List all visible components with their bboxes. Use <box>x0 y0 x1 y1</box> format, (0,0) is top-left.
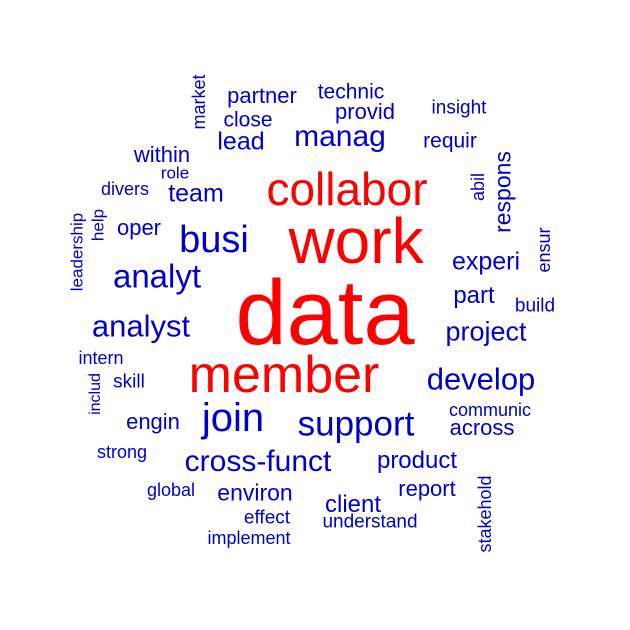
word-experi: experi <box>451 247 521 276</box>
word-client: client <box>324 491 382 518</box>
word-close: close <box>223 108 273 132</box>
word-role: role <box>160 163 190 183</box>
word-part: part <box>453 282 495 309</box>
word-strong: strong <box>96 442 148 462</box>
word-help: help <box>88 208 108 242</box>
word-busi: busi <box>179 219 249 261</box>
word-engin: engin <box>126 409 180 434</box>
word-stakehold: stakehold <box>475 475 495 553</box>
word-global: global <box>146 480 196 500</box>
word-project: project <box>445 316 527 347</box>
word-effect: effect <box>243 507 291 529</box>
word-skill: skill <box>113 371 145 393</box>
word-collabor: collabor <box>266 163 428 215</box>
word-member: member <box>188 346 380 404</box>
word-environ: environ <box>217 479 293 506</box>
word-develop: develop <box>426 361 536 397</box>
word-insight: insight <box>431 97 487 119</box>
word-team: team <box>168 179 224 208</box>
word-respons: respons <box>489 151 516 233</box>
word-join: join <box>201 396 265 440</box>
word-across: across <box>449 415 515 440</box>
word-work: work <box>288 205 424 277</box>
word-analyst: analyst <box>91 308 191 344</box>
word-cross-funct: cross-funct <box>184 445 332 478</box>
word-lead: lead <box>217 127 265 156</box>
word-report: report <box>398 476 456 501</box>
word-requir: requir <box>423 129 477 153</box>
word-within: within <box>133 142 191 167</box>
word-ensur: ensur <box>534 227 554 273</box>
word-build: build <box>514 295 556 317</box>
word-leadership: leadership <box>67 212 87 292</box>
word-includ: includ <box>87 373 104 415</box>
word-partner: partner <box>227 83 297 108</box>
word-data: data <box>235 262 415 364</box>
word-abil: abil <box>468 172 488 202</box>
word-understand: understand <box>322 511 418 533</box>
word-market: market <box>189 74 209 130</box>
word-implement: implement <box>207 528 291 548</box>
word-intern: intern <box>78 348 124 368</box>
word-product: product <box>376 447 458 474</box>
word-oper: oper <box>116 215 162 240</box>
word-support: support <box>297 404 415 444</box>
word-provid: provid <box>335 99 395 124</box>
word-technic: technic <box>317 80 385 104</box>
word-communic: communic <box>448 400 532 420</box>
word-analyt: analyt <box>112 257 202 295</box>
word-manag: manag <box>294 120 386 153</box>
word-divers: divers <box>100 179 150 199</box>
